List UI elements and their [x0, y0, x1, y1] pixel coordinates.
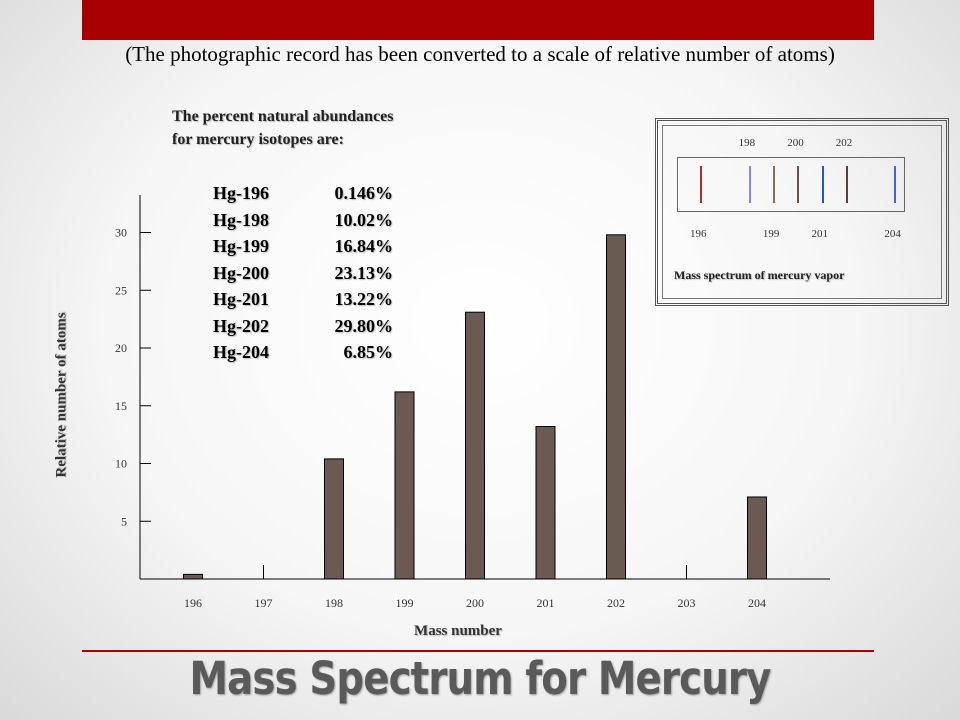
- isotope-label: Hg-204: [213, 342, 269, 362]
- isotope-label: Hg-199: [213, 236, 269, 256]
- spectrum-line-196: [700, 166, 702, 203]
- inset-mass-label: 202: [835, 137, 853, 149]
- abundance-row: Hg-198 10.02%: [213, 207, 393, 234]
- abundance-row: Hg-200 23.13%: [213, 260, 393, 287]
- abundance-value: 29.80%: [334, 315, 394, 336]
- isotope-label: Hg-200: [213, 262, 269, 283]
- title-rule: [82, 650, 874, 652]
- inset-mass-label: 200: [787, 137, 804, 149]
- bar-199: [394, 391, 415, 580]
- abundance-heading: The percent natural abundances for mercu…: [172, 105, 394, 151]
- abundance-value: 6.85%: [343, 342, 394, 362]
- spectrum-line-204: [894, 166, 897, 203]
- x-tick-label: 200: [466, 596, 484, 610]
- bar-200: [465, 311, 485, 580]
- isotope-label: Hg-198: [213, 209, 269, 230]
- x-tick-label: 203: [678, 596, 696, 610]
- y-tick-label: 5: [121, 514, 127, 528]
- spectrum-line-202: [845, 166, 848, 203]
- isotope-label: Hg-202: [213, 315, 269, 336]
- abundance-value: 10.02%: [334, 209, 394, 230]
- abundance-row: Hg-196 0.146%: [213, 180, 393, 207]
- x-tick-label: 202: [607, 596, 625, 610]
- abundance-value: 13.22%: [334, 289, 394, 309]
- x-tick-label: 204: [748, 596, 766, 610]
- x-tick-label: 196: [184, 596, 202, 610]
- x-tick-label: 199: [396, 596, 414, 610]
- inset-caption: Mass spectrum of mercury vapor: [674, 268, 845, 282]
- spectrum-line-201: [821, 166, 824, 203]
- spectrum-line-198: [748, 166, 751, 203]
- y-axis-label: Relative number of atoms: [53, 312, 70, 478]
- spectrum-line-200: [797, 166, 800, 203]
- y-tick-label: 10: [115, 457, 127, 471]
- top-accent-bar: [82, 0, 874, 40]
- y-tick-label: 25: [115, 283, 127, 297]
- abundance-heading-line2: for mercury isotopes are:: [172, 131, 344, 148]
- inset-mass-label: 198: [738, 137, 756, 149]
- abundance-row: Hg-201 13.22%: [213, 286, 393, 313]
- bar-201: [535, 426, 556, 580]
- abundance-value: 0.146%: [334, 183, 394, 203]
- inset-spectrum-panel: [655, 118, 949, 306]
- x-tick-label: 201: [537, 596, 555, 610]
- x-tick-label: 198: [325, 596, 343, 610]
- bar-196: [183, 573, 203, 580]
- y-tick-label: 20: [115, 341, 127, 355]
- spectrum-line-199: [772, 166, 775, 203]
- y-tick-label: 30: [115, 226, 127, 240]
- isotope-label: Hg-201: [213, 289, 269, 309]
- inset-mass-label: 204: [884, 228, 901, 240]
- subtitle: (The photographic record has been conver…: [125, 42, 835, 66]
- inset-inner-border: [662, 125, 942, 299]
- bar-204: [747, 496, 767, 580]
- page-title: Mass Spectrum for Mercury: [189, 652, 771, 705]
- bar-198: [324, 458, 344, 580]
- abundance-value: 23.13%: [334, 262, 394, 283]
- isotope-label: Hg-196: [213, 183, 269, 203]
- x-tick-label: 197: [255, 596, 273, 610]
- abundance-heading-line1: The percent natural abundances: [172, 108, 394, 125]
- inset-mass-label: 199: [762, 228, 780, 240]
- abundance-value: 16.84%: [334, 236, 394, 256]
- bar-202: [606, 234, 626, 580]
- abundance-table: Hg-196 0.146% Hg-198 10.02% Hg-199 16.84% H…: [213, 180, 393, 366]
- abundance-row: Hg-199 16.84%: [213, 233, 393, 260]
- x-axis-label: Mass number: [414, 623, 502, 639]
- inset-spectrum-strip: [677, 157, 905, 212]
- inset-mass-label: 201: [811, 228, 829, 240]
- abundance-row: Hg-204 6.85%: [213, 339, 393, 366]
- inset-mass-label: 196: [690, 228, 707, 240]
- abundance-row: Hg-202 29.80%: [213, 313, 393, 340]
- y-tick-label: 15: [115, 399, 127, 413]
